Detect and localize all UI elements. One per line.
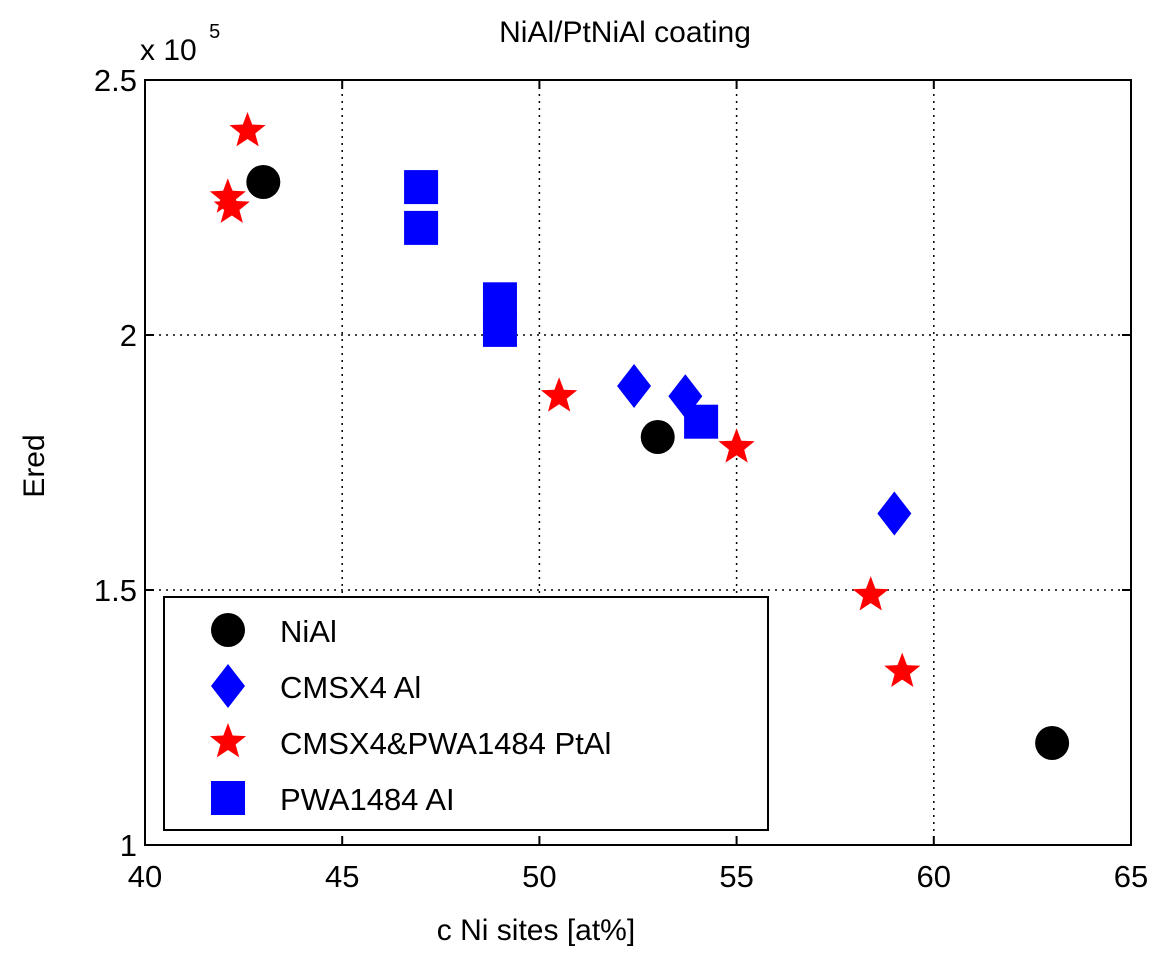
- data-point-diamond: [617, 364, 652, 408]
- data-point-star: [884, 652, 921, 687]
- x-tick-label: 40: [128, 859, 162, 894]
- x-tick-label: 45: [325, 859, 359, 894]
- axis-ticks: [144, 79, 1132, 846]
- legend-marker-square: [211, 781, 245, 815]
- y-tick-label: 2.5: [94, 63, 137, 98]
- y-multiplier-base: x 10: [140, 34, 197, 67]
- x-tick-label: 50: [522, 859, 556, 894]
- legend-marker-diamond: [211, 664, 245, 708]
- legend: NiAl CMSX4 Al CMSX4&PWA1484 PtAl PWA1484…: [163, 596, 769, 831]
- y-axis-label: Ered: [18, 434, 51, 497]
- y-tick-label: 1: [120, 828, 137, 863]
- legend-marker-circle: [211, 613, 245, 647]
- data-point-star: [541, 377, 578, 412]
- data-point-star: [852, 576, 889, 611]
- data-point-star: [213, 188, 250, 223]
- y-multiplier-exponent: 5: [209, 21, 220, 43]
- legend-label-cmsx4-al: CMSX4 Al: [280, 670, 421, 705]
- x-tick-label: 60: [917, 859, 951, 894]
- plot-frame: [144, 79, 1132, 846]
- y-tick-label: 2: [120, 318, 137, 353]
- data-point-diamond: [877, 491, 912, 536]
- data-point-diamond: [668, 374, 703, 419]
- x-tick-label: 55: [719, 859, 753, 894]
- data-point-circle: [246, 165, 281, 199]
- y-tick-label: 1.5: [94, 573, 137, 608]
- x-tick-label: 65: [1114, 859, 1148, 894]
- legend-label-nial: NiAl: [280, 614, 337, 649]
- legend-box: [163, 596, 769, 831]
- data-points: [209, 112, 1070, 760]
- data-point-square: [404, 210, 439, 245]
- data-point-square: [482, 282, 517, 317]
- legend-markers: [209, 613, 247, 815]
- legend-label-pwa1484-ai: PWA1484 AI: [280, 782, 455, 817]
- data-point-star: [718, 428, 755, 463]
- data-point-star: [229, 112, 266, 147]
- legend-marker-star: [209, 723, 247, 758]
- data-point-star: [209, 178, 246, 213]
- y-axis-multiplier: x 10 5: [140, 21, 220, 67]
- x-axis-label: c Ni sites [at%]: [437, 914, 635, 947]
- data-point-circle: [640, 420, 675, 454]
- data-point-circle: [1035, 726, 1070, 760]
- tick-labels: 40 45 50 55 60 65 1 1.5 2 2.5: [94, 63, 1148, 894]
- data-point-square: [482, 312, 517, 347]
- chart-title: NiAl/PtNiAl coating: [499, 16, 751, 49]
- data-point-square: [404, 170, 439, 205]
- legend-label-cmsx4-pwa1484-ptal: CMSX4&PWA1484 PtAl: [280, 726, 611, 761]
